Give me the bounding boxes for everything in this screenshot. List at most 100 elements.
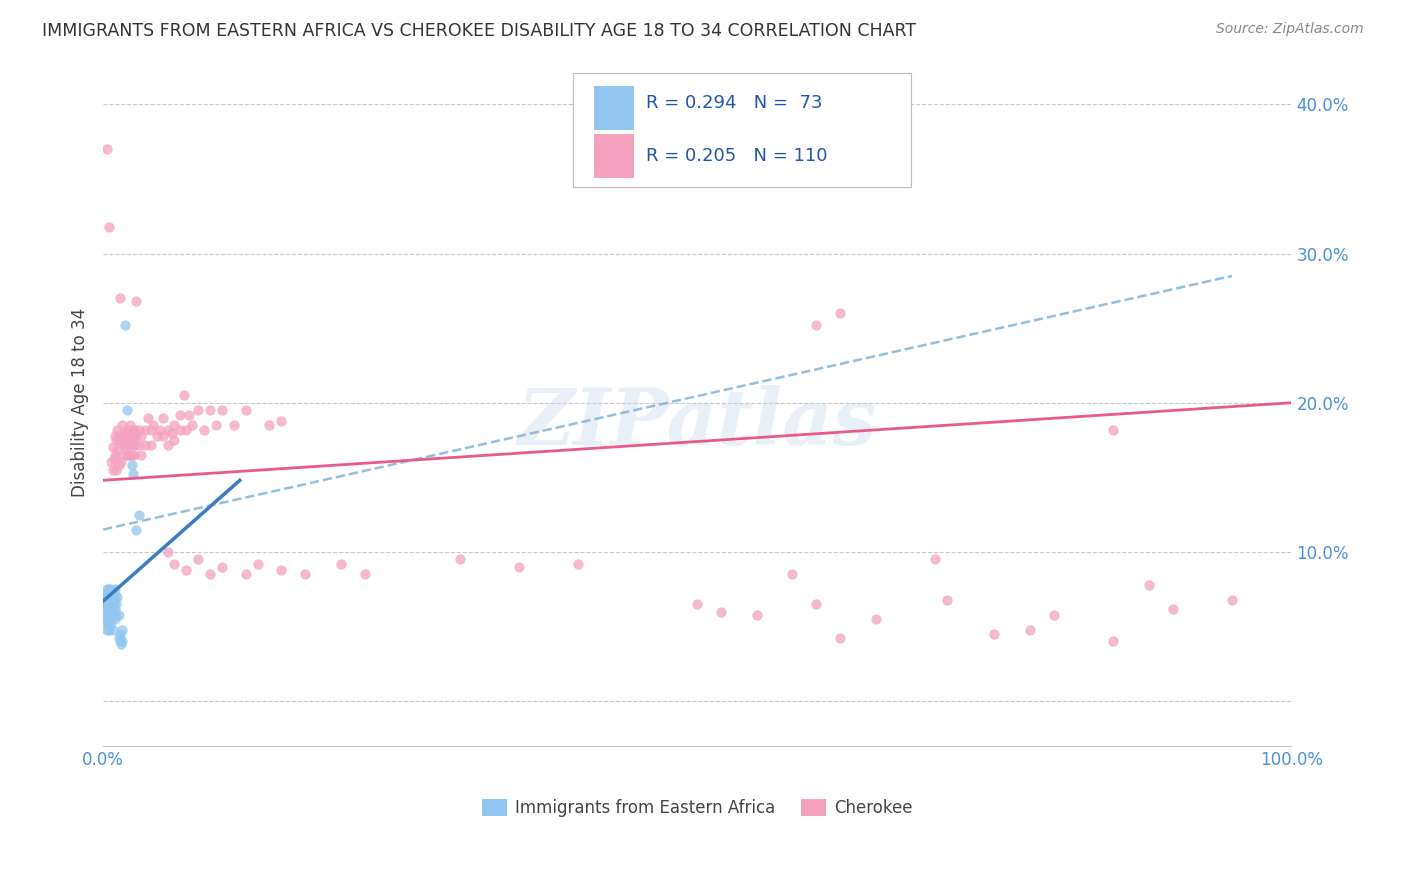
Point [745,607,768,622]
Point [508,559,530,574]
Point [100,587,122,601]
Point [125,428,148,442]
Point [1102,423,1125,437]
Point [98,587,121,601]
Point [246,557,269,571]
Point [98,601,121,615]
Point [98,616,121,631]
Point [98,607,121,622]
Point [97,616,120,631]
Point [91,590,114,604]
Point [157,423,180,437]
Point [129,448,152,462]
Point [101,441,124,455]
Point [105,463,128,477]
Point [1042,607,1064,622]
Point [121,437,143,451]
Point [686,597,709,611]
Point [93,605,115,619]
Point [112,448,135,462]
Point [93,597,115,611]
Point [169,408,191,422]
Point [97,592,120,607]
Point [98,612,121,626]
Point [108,428,131,442]
Point [173,388,195,402]
Point [710,605,733,619]
Point [93,592,115,607]
Text: ZIPatlas: ZIPatlas [517,385,877,461]
Point [121,448,143,462]
Point [105,597,128,611]
Point [101,597,124,611]
Point [101,623,124,637]
Point [142,418,165,433]
Point [100,607,122,622]
Point [122,448,145,462]
Point [169,423,191,437]
Point [111,623,134,637]
Point [270,414,292,428]
Point [259,418,281,433]
Point [124,437,146,451]
Point [115,403,138,417]
Point [205,418,228,433]
Text: Source: ZipAtlas.com: Source: ZipAtlas.com [1216,22,1364,37]
Point [193,423,215,437]
Point [1137,578,1160,592]
Point [100,601,122,615]
Point [96,582,118,597]
Point [865,612,887,626]
Point [96,605,118,619]
Point [98,607,121,622]
Point [329,557,352,571]
Point [101,463,124,477]
Point [104,448,127,462]
Y-axis label: Disability Age 18 to 34: Disability Age 18 to 34 [72,308,89,498]
Point [103,607,125,622]
Point [110,455,132,469]
Point [152,410,174,425]
Point [567,557,589,571]
Point [160,425,183,440]
Point [93,601,115,615]
Point [270,563,292,577]
Point [96,142,118,156]
Point [94,607,117,622]
Point [107,607,129,622]
Point [104,612,127,626]
Point [163,433,186,447]
Point [97,601,120,615]
Point [134,437,156,451]
Point [198,567,221,582]
Point [104,582,127,597]
Point [118,428,141,442]
Point [121,458,143,473]
Point [121,423,143,437]
Point [152,428,174,442]
Point [97,587,120,601]
Point [97,601,120,615]
Point [111,418,134,433]
Point [96,623,118,637]
Point [120,418,142,433]
Point [804,318,827,333]
Point [187,403,209,417]
Point [235,567,257,582]
Point [449,552,471,566]
Text: R = 0.205   N = 110: R = 0.205 N = 110 [647,146,828,165]
Text: IMMIGRANTS FROM EASTERN AFRICA VS CHEROKEE DISABILITY AGE 18 TO 34 CORRELATION C: IMMIGRANTS FROM EASTERN AFRICA VS CHEROK… [42,22,917,40]
Point [128,437,150,451]
Point [163,418,186,433]
Point [1102,634,1125,648]
Point [782,567,804,582]
Point [98,605,121,619]
Point [96,601,118,615]
Point [353,567,375,582]
Point [94,597,117,611]
Point [103,587,125,601]
Point [97,612,120,626]
Point [187,552,209,566]
Point [222,418,245,433]
Point [118,448,141,462]
